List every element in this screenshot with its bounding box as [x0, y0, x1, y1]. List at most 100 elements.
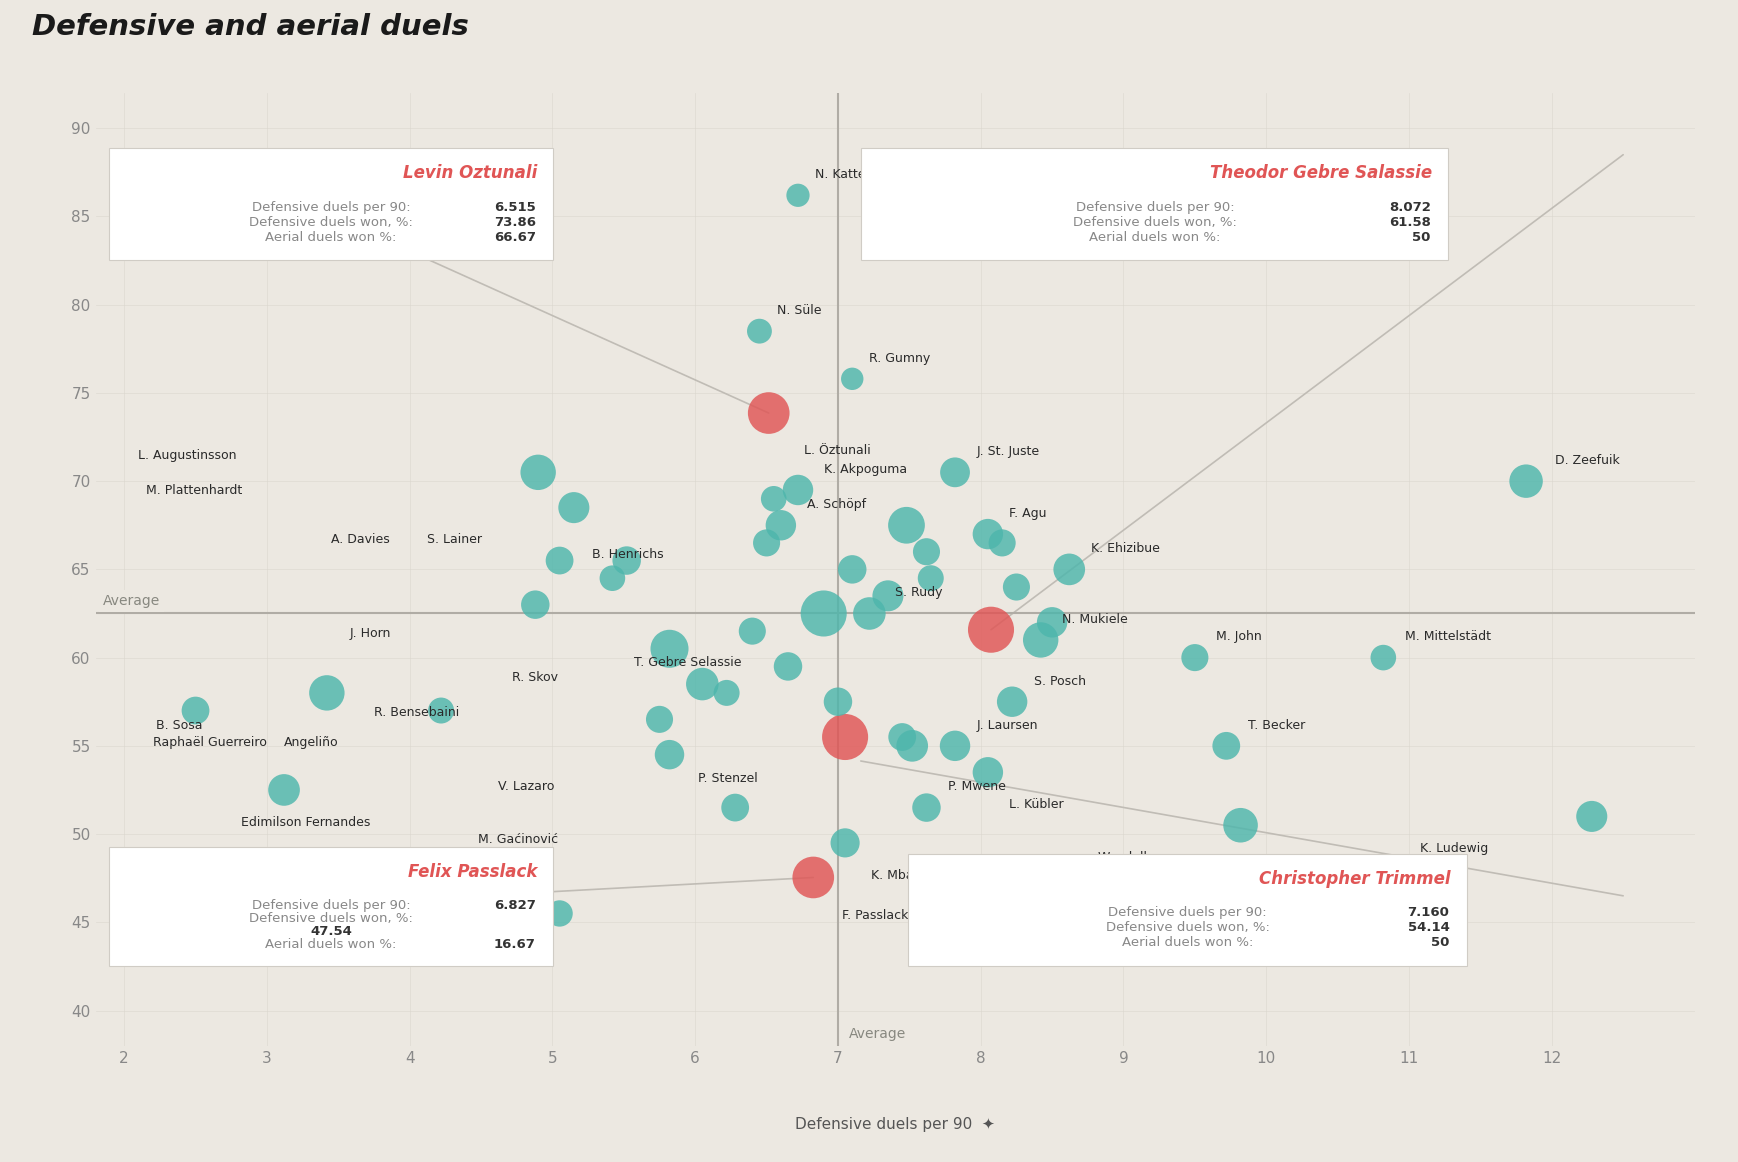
Text: B. Henrichs: B. Henrichs — [593, 547, 664, 560]
Point — [838, 370, 866, 388]
Text: 66.67: 66.67 — [494, 230, 535, 244]
Text: F. Passlack: F. Passlack — [841, 909, 909, 921]
Point — [688, 675, 716, 694]
Point — [560, 498, 587, 517]
Point — [810, 604, 838, 623]
Point — [546, 904, 574, 923]
Text: A. Davies: A. Davies — [332, 533, 389, 546]
Text: Aerial duels won %:: Aerial duels won %: — [266, 230, 396, 244]
Text: 50: 50 — [1413, 230, 1430, 244]
Text: M. Plattenhardt: M. Plattenhardt — [146, 485, 242, 497]
Text: P. Mwene: P. Mwene — [947, 781, 1006, 794]
Point — [760, 489, 787, 508]
Point — [912, 798, 940, 817]
Text: T. Becker: T. Becker — [1248, 719, 1305, 732]
Point — [831, 727, 859, 746]
Text: Defensive duels won, %:: Defensive duels won, %: — [1105, 921, 1270, 934]
Point — [912, 543, 940, 561]
Text: Edimilson Fernandes: Edimilson Fernandes — [242, 816, 370, 829]
Point — [1055, 560, 1083, 579]
Text: J. Horn: J. Horn — [349, 627, 391, 640]
Text: L. Kübler: L. Kübler — [1010, 798, 1064, 811]
Text: R. Bensebaini: R. Bensebaini — [374, 706, 459, 719]
Text: N. Süle: N. Süle — [777, 304, 820, 317]
Point — [645, 710, 673, 729]
Point — [1003, 578, 1031, 596]
Text: D. Zeefuik: D. Zeefuik — [1556, 454, 1620, 467]
Text: K. Mbabu: K. Mbabu — [871, 869, 930, 882]
Text: Wendell: Wendell — [1098, 851, 1147, 865]
Point — [824, 693, 852, 711]
Text: 61.58: 61.58 — [1389, 216, 1430, 229]
Text: 73.86: 73.86 — [494, 216, 535, 229]
Point — [721, 798, 749, 817]
Point — [855, 604, 883, 623]
Text: J. St. Juste: J. St. Juste — [977, 445, 1039, 458]
Text: A. Schöpf: A. Schöpf — [806, 498, 866, 511]
Point — [942, 737, 970, 755]
Point — [713, 683, 740, 702]
Point — [739, 622, 766, 640]
Point — [598, 569, 626, 588]
Point — [1578, 808, 1606, 826]
Point — [977, 621, 1005, 639]
Point — [893, 516, 921, 535]
FancyBboxPatch shape — [909, 854, 1467, 966]
Point — [784, 186, 812, 205]
Text: Defensive duels per 90  ✦: Defensive duels per 90 ✦ — [796, 1118, 994, 1132]
Point — [525, 462, 553, 481]
Text: 16.67: 16.67 — [494, 938, 535, 951]
Point — [746, 322, 773, 340]
Text: 7.160: 7.160 — [1408, 906, 1449, 919]
Point — [1213, 737, 1241, 755]
Text: 6.827: 6.827 — [494, 898, 535, 912]
Point — [1512, 472, 1540, 490]
Point — [973, 525, 1001, 544]
Text: K. Ludewig: K. Ludewig — [1420, 842, 1489, 855]
Text: Levin Oztunali: Levin Oztunali — [403, 164, 537, 182]
Text: S. Lainer: S. Lainer — [428, 533, 481, 546]
Text: R. Gumny: R. Gumny — [869, 352, 930, 365]
FancyBboxPatch shape — [862, 149, 1448, 260]
Point — [766, 516, 794, 535]
Text: Defensive duels per 90:: Defensive duels per 90: — [1109, 906, 1267, 919]
Text: K. Akpoguma: K. Akpoguma — [824, 462, 907, 476]
Text: O. Wendt: O. Wendt — [431, 939, 488, 953]
Text: Defensive duels per 90:: Defensive duels per 90: — [252, 898, 410, 912]
Text: T. Gebre Selassie: T. Gebre Selassie — [634, 655, 742, 668]
Point — [655, 639, 683, 658]
Text: Average: Average — [103, 594, 160, 608]
Point — [998, 693, 1025, 711]
Text: Aerial duels won %:: Aerial duels won %: — [266, 938, 396, 951]
Text: 50: 50 — [1430, 937, 1449, 949]
Text: J. Laursen: J. Laursen — [977, 719, 1038, 732]
Point — [754, 403, 782, 422]
Text: B. Sosa: B. Sosa — [155, 719, 202, 732]
Point — [973, 763, 1001, 782]
Text: Felix Passlack: Felix Passlack — [408, 863, 537, 881]
Text: 47.54: 47.54 — [309, 925, 353, 938]
Point — [1182, 648, 1210, 667]
Text: Defensive duels won, %:: Defensive duels won, %: — [1072, 216, 1237, 229]
Text: Theodor Gebre Salassie: Theodor Gebre Salassie — [1210, 164, 1432, 182]
Point — [428, 701, 455, 719]
Text: 6.515: 6.515 — [494, 201, 535, 214]
Text: M. Gaćinović: M. Gaćinović — [478, 833, 558, 846]
Point — [655, 745, 683, 763]
Point — [831, 833, 859, 852]
Point — [182, 701, 209, 719]
Point — [799, 868, 827, 887]
Text: Raphaël Guerreiro: Raphaël Guerreiro — [153, 737, 266, 749]
Text: Aerial duels won %:: Aerial duels won %: — [1123, 937, 1253, 949]
Text: Average: Average — [850, 1026, 907, 1040]
Text: F. Agu: F. Agu — [1010, 507, 1046, 519]
Text: M. Mittelstädt: M. Mittelstädt — [1404, 631, 1491, 644]
Point — [899, 737, 926, 755]
Text: Defensive duels won, %:: Defensive duels won, %: — [249, 912, 414, 925]
Text: N. Katterbach: N. Katterbach — [815, 168, 902, 181]
Text: S. Posch: S. Posch — [1034, 675, 1086, 688]
Point — [614, 551, 641, 569]
Point — [1370, 648, 1397, 667]
FancyBboxPatch shape — [109, 149, 553, 260]
Point — [874, 587, 902, 605]
